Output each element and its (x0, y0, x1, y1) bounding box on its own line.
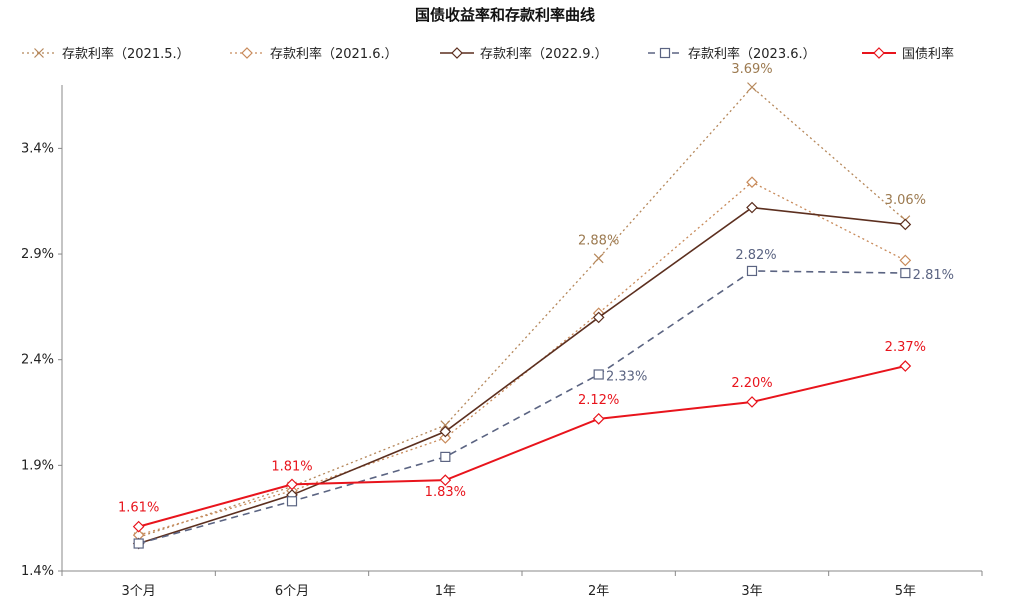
data-point-1-2 (439, 432, 452, 444)
data-point-1-4 (746, 176, 758, 189)
data-label-4-3: 2.12% (578, 393, 619, 408)
data-point-4-0 (132, 520, 145, 533)
data-point-3-1 (286, 496, 298, 507)
data-point-4-2 (439, 474, 452, 486)
data-label-4-4: 2.20% (731, 376, 772, 391)
x-tick-label: 2年 (588, 584, 609, 599)
x-tick-label: 6个月 (275, 584, 309, 599)
data-point-0-4 (747, 82, 757, 93)
x-tick-label: 1年 (435, 584, 456, 599)
data-label-3-5: 2.81% (913, 268, 954, 283)
legend-marker-0 (34, 48, 44, 58)
data-point-4-1 (286, 478, 298, 491)
y-tick-label: 2.4% (21, 353, 54, 368)
legend-label-1: 存款利率（2021.6.） (270, 46, 398, 62)
data-point-0-2 (440, 420, 451, 431)
legend-marker-1 (241, 47, 253, 59)
series-line-0 (138, 86, 906, 538)
x-tick-label: 3年 (741, 584, 762, 599)
y-tick-label: 3.4% (21, 141, 54, 156)
data-point-4-4 (746, 396, 758, 408)
series-line-4 (138, 365, 906, 528)
series-line-3 (138, 270, 906, 545)
data-label-4-5: 2.37% (885, 340, 926, 355)
chart-title: 国债收益率和存款利率曲线 (414, 6, 595, 24)
data-point-3-5 (900, 267, 911, 279)
data-label-4-0: 1.61% (118, 501, 159, 516)
data-point-3-4 (746, 265, 758, 277)
legend-label-3: 存款利率（2023.6.） (688, 46, 816, 62)
data-point-0-3 (593, 253, 604, 264)
data-point-4-3 (592, 413, 605, 425)
data-point-3-3 (593, 369, 604, 380)
legend-label-4: 国债利率 (902, 46, 954, 62)
legend-label-2: 存款利率（2022.9.） (480, 46, 608, 62)
x-tick-label: 3个月 (122, 584, 156, 599)
data-label-3-4: 2.82% (735, 248, 776, 263)
data-point-2-3 (592, 311, 605, 324)
data-label-0-4: 3.69% (731, 62, 772, 77)
data-point-2-4 (746, 201, 758, 214)
series-line-1 (138, 181, 906, 536)
data-point-2-2 (439, 425, 452, 438)
legend-marker-2 (451, 47, 463, 59)
series-line-2 (138, 206, 906, 545)
legend-label-0: 存款利率（2021.5.） (62, 46, 190, 62)
data-point-2-5 (899, 218, 912, 231)
data-point-1-5 (899, 254, 912, 267)
data-label-3-3: 2.33% (606, 369, 647, 384)
data-point-3-2 (440, 451, 451, 462)
data-point-4-5 (899, 360, 912, 372)
data-label-0-5: 3.06% (885, 193, 926, 208)
legend-marker-3 (659, 47, 671, 59)
legend-marker-4 (873, 47, 885, 59)
y-tick-label: 1.9% (21, 458, 54, 473)
data-label-4-2: 1.83% (425, 485, 466, 500)
data-label-0-3: 2.88% (578, 233, 619, 248)
x-tick-label: 5年 (895, 584, 916, 599)
data-label-4-1: 1.81% (271, 459, 312, 474)
data-point-3-0 (133, 538, 144, 549)
y-tick-label: 2.9% (21, 247, 54, 262)
y-tick-label: 1.4% (21, 564, 54, 579)
